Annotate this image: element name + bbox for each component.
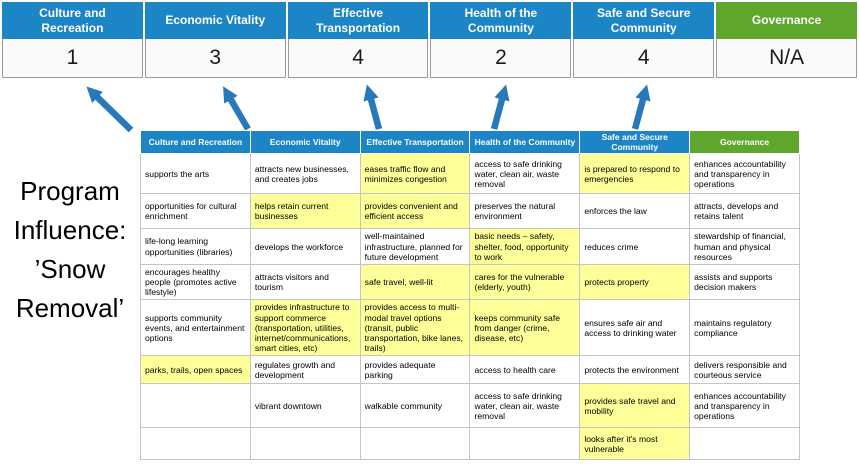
matrix-header-culture-and-recreation: Culture and Recreation (140, 129, 251, 155)
pillar-score-culture-and-recreation: 1 (2, 39, 143, 78)
program-title: Program Influence: ’Snow Removal’ (0, 172, 140, 328)
matrix-row: opportunities for cultural enrichment hel… (140, 193, 800, 230)
matrix-cell: provides infrastructure to support comme… (249, 299, 361, 357)
matrix-cell: encourages healthy people (promotes acti… (140, 263, 251, 301)
pillar-header-culture-and-recreation: Culture and Recreation (2, 2, 143, 39)
matrix-cell: assists and supports decision makers (689, 263, 800, 301)
matrix-cell: safe travel, well-lit (359, 263, 471, 301)
matrix-cell: preserves the natural environment (469, 193, 581, 230)
matrix-cell: provides adequate parking (359, 355, 471, 385)
matrix-cell: protects property (579, 263, 691, 301)
program-title-line: Program (20, 176, 120, 206)
matrix-cell: walkable community (359, 383, 471, 429)
matrix-header-health-of-the-community: Health of the Community (469, 129, 581, 155)
matrix-cell: develops the workforce (249, 228, 361, 265)
influence-arrow (490, 84, 510, 130)
matrix-cell: reduces crime (579, 228, 691, 265)
summary-column-culture-and-recreation: Culture and Recreation 1 (2, 2, 143, 78)
pillar-score-effective-transportation: 4 (287, 39, 429, 78)
matrix-body: supports the arts attracts new businesses… (140, 153, 800, 461)
matrix-cell: helps retain current businesses (249, 193, 361, 230)
matrix-cell: eases traffic flow and minimizes congest… (359, 153, 471, 195)
pillar-score-economic-vitality: 3 (144, 39, 286, 78)
pillar-header-governance: Governance (716, 2, 857, 39)
program-title-line: Influence: (13, 215, 127, 245)
matrix-header-economic-vitality: Economic Vitality (249, 129, 361, 155)
matrix-cell: regulates growth and development (249, 355, 361, 385)
matrix-row: parks, trails, open spaces regulates grow… (140, 355, 800, 385)
matrix-cell: well-maintained infrastructure, planned … (359, 228, 471, 265)
matrix-row: vibrant downtown walkable community access… (140, 383, 800, 429)
matrix-cell: opportunities for cultural enrichment (140, 193, 251, 230)
summary-band: Culture and Recreation 1 Economic Vitality… (2, 2, 857, 78)
influence-arrow (223, 86, 251, 131)
pillar-header-safe-and-secure-community: Safe and Secure Community (573, 2, 715, 39)
matrix-cell: vibrant downtown (249, 383, 361, 429)
matrix-cell: ensures safe air and access to drinking … (579, 299, 691, 357)
matrix-cell: delivers responsible and courteous servi… (689, 355, 800, 385)
matrix-cell: access to health care (469, 355, 581, 385)
matrix-cell: cares for the vulnerable (elderly, youth… (469, 263, 581, 301)
matrix-cell: provides safe travel and mobility (579, 383, 691, 429)
matrix-header-safe-and-secure-community: Safe and Secure Community (579, 129, 691, 155)
matrix-cell (469, 427, 581, 461)
matrix-cell: is prepared to respond to emergencies (579, 153, 691, 195)
matrix-header-row: Culture and Recreation Economic Vitality E… (140, 129, 800, 155)
matrix-cell: access to safe drinking water, clean air… (469, 153, 581, 195)
matrix-cell (140, 427, 251, 461)
summary-column-health-of-the-community: Health of the Community 2 (430, 2, 572, 78)
matrix-cell: enforces the law (579, 193, 691, 230)
matrix-row: encourages healthy people (promotes acti… (140, 263, 800, 301)
pillar-score-health-of-the-community: 2 (430, 39, 572, 78)
matrix-row: supports the arts attracts new businesses… (140, 153, 800, 195)
score-arrows (86, 84, 651, 133)
matrix-cell (359, 427, 471, 461)
summary-column-safe-and-secure-community: Safe and Secure Community 4 (573, 2, 715, 78)
matrix-cell: parks, trails, open spaces (140, 355, 251, 385)
program-title-line: Removal’ (15, 293, 125, 323)
matrix-cell: enhances accountability and transparency… (689, 383, 800, 429)
matrix-cell: provides access to multi-modal travel op… (359, 299, 471, 357)
influence-arrow (363, 84, 383, 130)
matrix-header-governance: Governance (689, 129, 800, 155)
matrix-cell: looks after it's most vulnerable (579, 427, 691, 461)
matrix-cell: attracts, develops and retains talent (689, 193, 800, 230)
matrix-cell: stewardship of financial, human and phys… (689, 228, 800, 265)
matrix-row: life-long learning opportunities (librar… (140, 228, 800, 265)
matrix-cell: life-long learning opportunities (librar… (140, 228, 251, 265)
matrix-cell: basic needs – safety, shelter, food, opp… (469, 228, 581, 265)
matrix-cell: enhances accountability and transparency… (689, 153, 800, 195)
influence-arrow (631, 84, 651, 130)
matrix-cell (689, 427, 800, 461)
pillar-score-governance: N/A (716, 39, 857, 78)
matrix-cell: maintains regulatory compliance (689, 299, 800, 357)
matrix-cell: attracts visitors and tourism (249, 263, 361, 301)
summary-column-economic-vitality: Economic Vitality 3 (144, 2, 286, 78)
matrix-cell (249, 427, 361, 461)
matrix-cell: keeps community safe from danger (crime,… (469, 299, 581, 357)
matrix-cell: provides convenient and efficient access (359, 193, 471, 230)
pillar-score-safe-and-secure-community: 4 (573, 39, 715, 78)
summary-column-governance: Governance N/A (716, 2, 857, 78)
program-title-line: ’Snow (34, 254, 106, 284)
pillar-header-health-of-the-community: Health of the Community (430, 2, 572, 39)
matrix-cell: access to safe drinking water, clean air… (469, 383, 581, 429)
influence-matrix: Culture and Recreation Economic Vitality E… (140, 129, 800, 461)
pillar-header-economic-vitality: Economic Vitality (144, 2, 286, 39)
summary-column-effective-transportation: Effective Transportation 4 (287, 2, 429, 78)
matrix-cell: supports the arts (140, 153, 251, 195)
matrix-row: looks after it's most vulnerable (140, 427, 800, 461)
influence-arrow (86, 86, 134, 133)
matrix-header-effective-transportation: Effective Transportation (359, 129, 471, 155)
matrix-cell: attracts new businesses, and creates job… (249, 153, 361, 195)
matrix-cell: supports community events, and entertain… (140, 299, 251, 357)
matrix-cell (140, 383, 251, 429)
matrix-row: supports community events, and entertain… (140, 299, 800, 357)
pillar-header-effective-transportation: Effective Transportation (287, 2, 429, 39)
matrix-cell: protects the environment (579, 355, 691, 385)
